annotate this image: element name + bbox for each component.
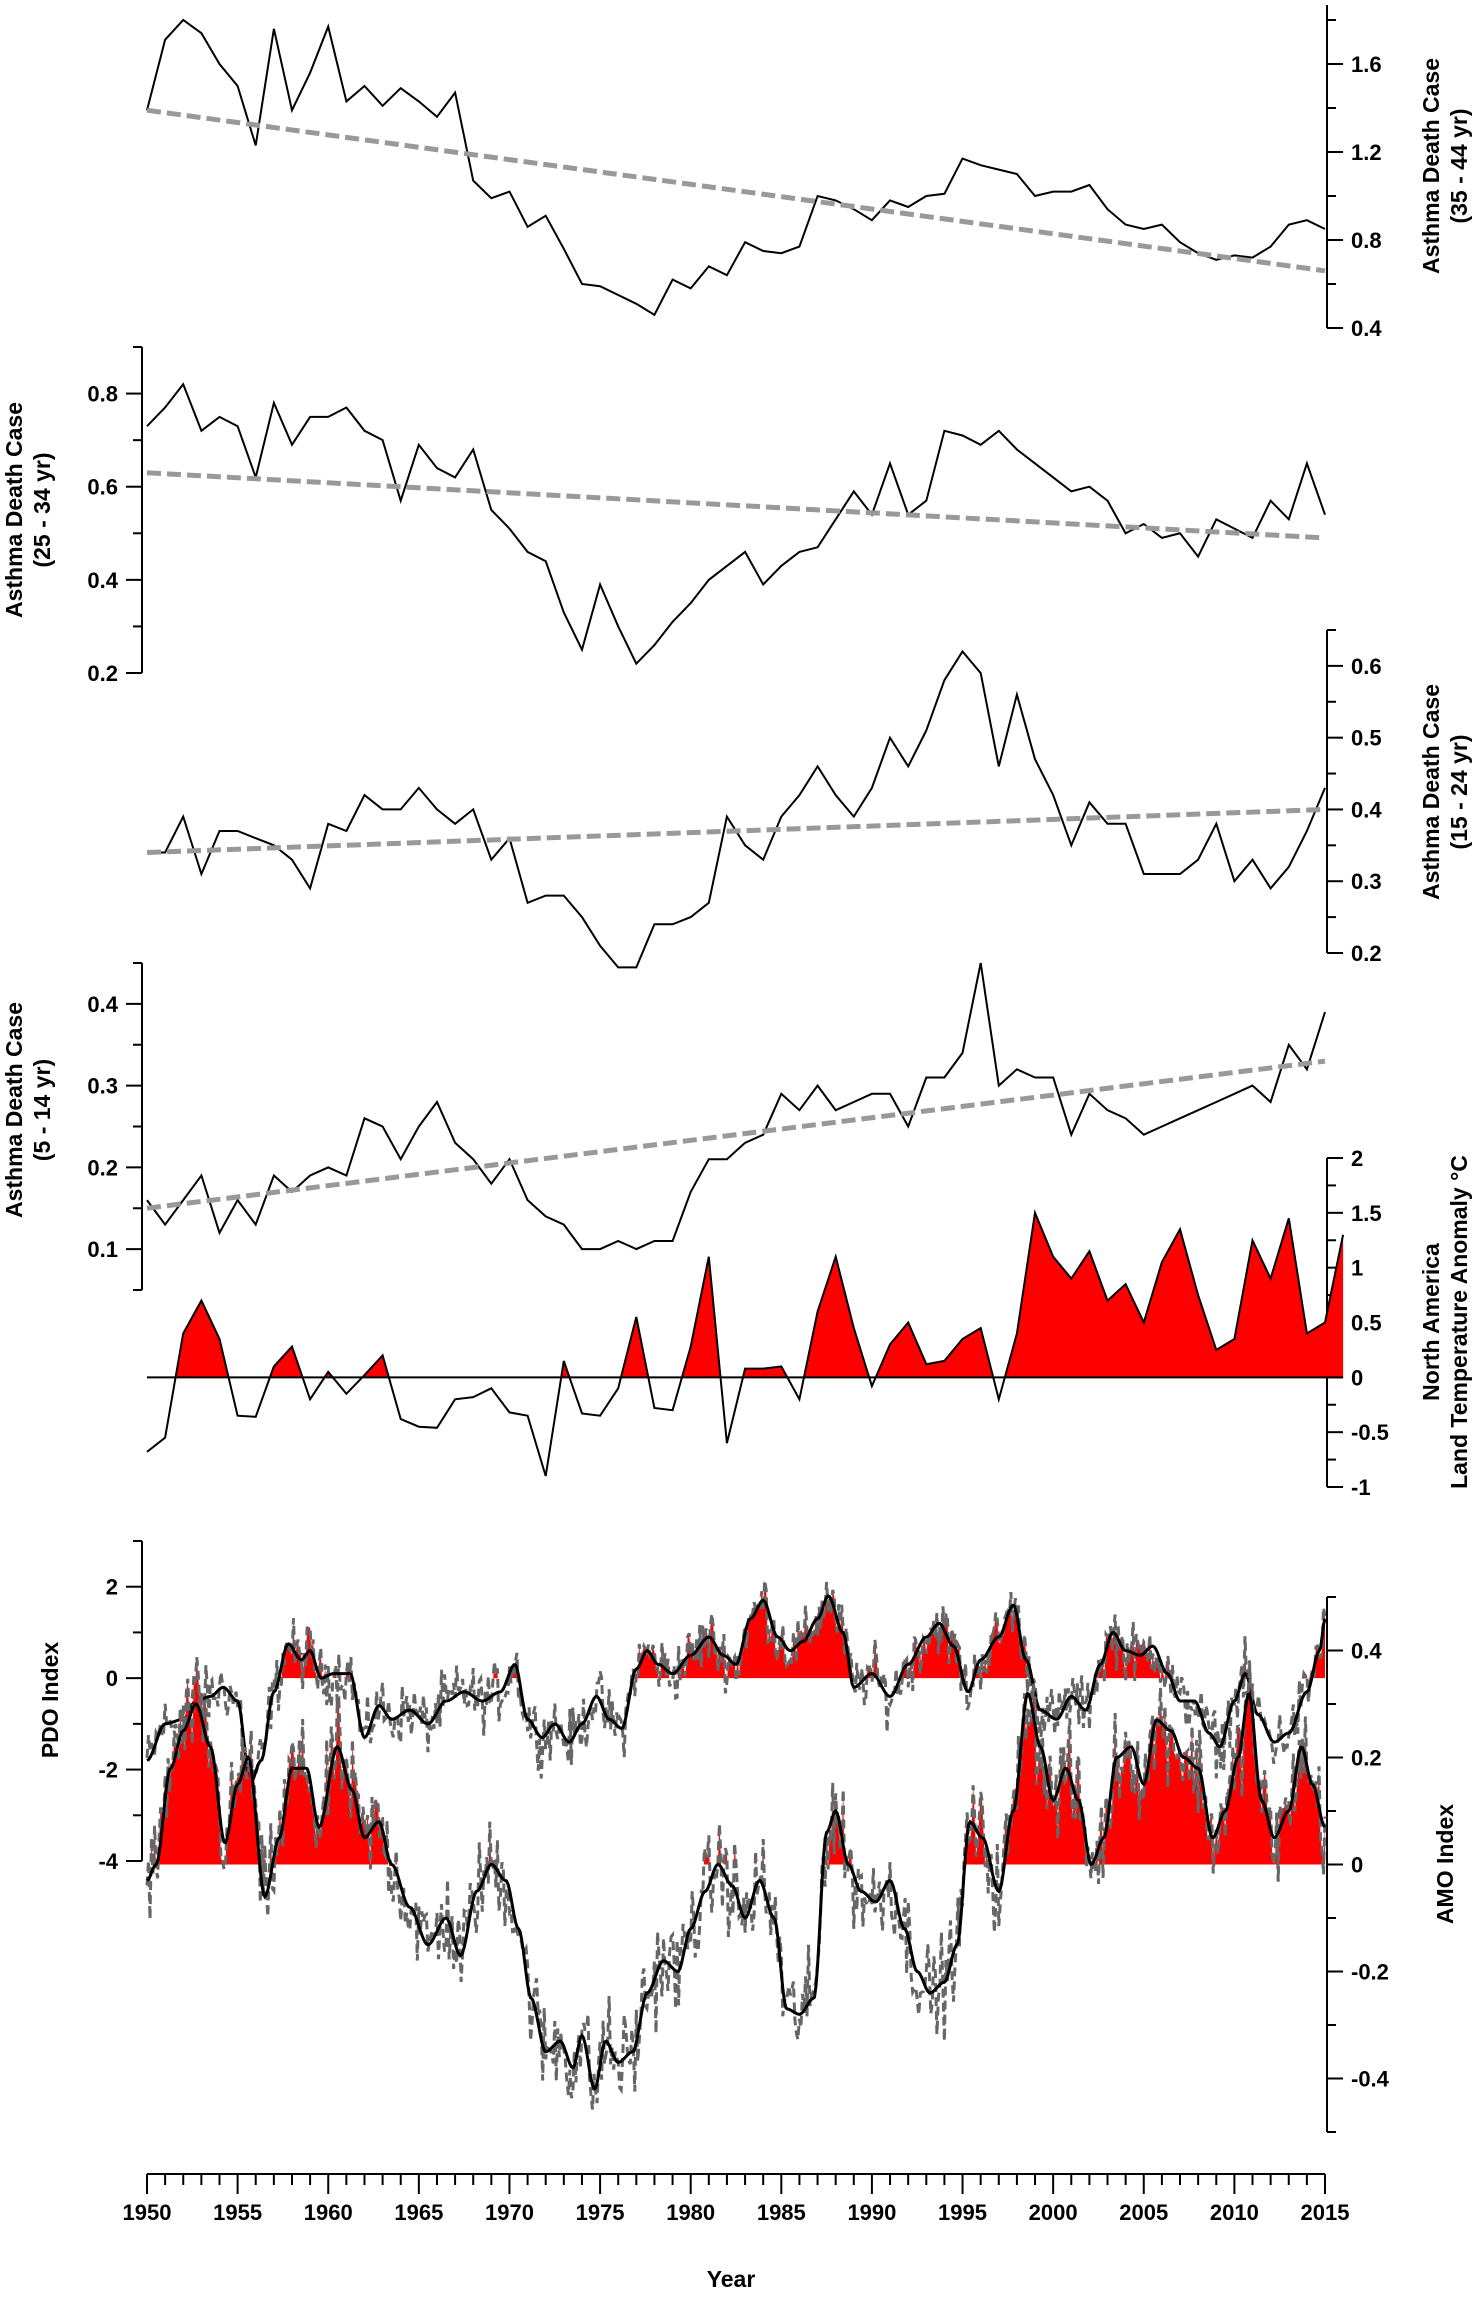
asthma-5-14-y-title-line: (5 - 14 yr)	[29, 1059, 55, 1161]
pdo-index-y-title-line: PDO Index	[37, 1642, 63, 1759]
amo-index-y-tick-label: 0	[1351, 1853, 1363, 1878]
north-america-temperature-y-title: North America Land Temperature Anomaly °C	[1418, 1155, 1472, 1489]
amo-index-y-tick-label: 0.2	[1351, 1746, 1382, 1771]
north-america-temperature-y-tick-label: -0.5	[1351, 1420, 1389, 1445]
amo-index-y-tick-label: -0.2	[1351, 1960, 1389, 1985]
asthma-5-14-y-title-line: Asthma Death Case	[1, 1002, 27, 1218]
x-tick-label: 2010	[1210, 2200, 1259, 2225]
asthma-15-24-y-tick-label: 0.4	[1351, 797, 1382, 822]
pdo-index-y-tick-label: 2	[106, 1575, 118, 1600]
asthma-15-24-y-tick-label: 0.3	[1351, 869, 1382, 894]
pdo-index-y-tick-label: 0	[106, 1666, 118, 1691]
asthma-35-44-series-line	[146, 18, 1326, 317]
x-tick-label: 1960	[304, 2200, 353, 2225]
north-america-temperature-y-tick-label: -1	[1351, 1475, 1371, 1500]
x-tick-label: 1995	[938, 2200, 987, 2225]
x-tick-label: 1980	[666, 2200, 715, 2225]
north-america-temperature-y-tick-label: 0	[1351, 1365, 1363, 1390]
x-tick-label: 1950	[123, 2200, 172, 2225]
x-tick-label: 2000	[1029, 2200, 1078, 2225]
amo-index-panel: -0.4 -0.2 0 0.2 0.4 AMO Index	[145, 1596, 1458, 2133]
asthma-25-34-panel: 0.2 0.4 0.6 0.8 Asthma Death Case (25 - 34 yr…	[1, 346, 1326, 686]
panels-layer: 0.40.81.21.6 Asthma Death Case (35 - 44 yr…	[1, 5, 1472, 2133]
north-america-temperature-y-tick-label: 0.5	[1351, 1311, 1382, 1336]
amo-index-y-title: AMO Index	[1432, 1804, 1458, 1924]
asthma-35-44-y-tick-label: 1.6	[1351, 52, 1382, 77]
asthma-35-44-trend-line	[146, 107, 1326, 274]
asthma-35-44-y-tick-label: 1.2	[1351, 140, 1382, 165]
north-america-temperature-positive-fill	[147, 1212, 1344, 1378]
asthma-15-24-y-tick-label: 0.2	[1351, 941, 1382, 966]
x-tick-label: 1955	[213, 2200, 262, 2225]
asthma-25-34-y-tick-label: 0.6	[87, 475, 118, 500]
x-tick-label: 1990	[847, 2200, 896, 2225]
asthma-15-24-trend-line	[146, 806, 1326, 856]
north-america-temperature-y-tick-label: 1	[1351, 1256, 1363, 1281]
x-tick-label: 2005	[1119, 2200, 1168, 2225]
x-tick-label: 1975	[576, 2200, 625, 2225]
asthma-5-14-y-tick-label: 0.4	[87, 992, 118, 1017]
asthma-35-44-y-title: Asthma Death Case (35 - 44 yr)	[1418, 58, 1472, 274]
asthma-5-14-y-tick-label: 0.1	[87, 1237, 118, 1262]
pdo-index-smoothed-line	[146, 1594, 1327, 1785]
asthma-5-14-trend-line	[146, 1058, 1326, 1211]
x-tick-label: 1965	[394, 2200, 443, 2225]
asthma-15-24-panel: 0.2 0.3 0.4 0.5 0.6 Asthma Death Case (15 - 24…	[146, 629, 1472, 969]
asthma-25-34-y-title-line: Asthma Death Case	[1, 402, 27, 618]
x-axis-title: Year	[707, 2266, 756, 2292]
amo-index-y-tick-label: -0.4	[1351, 2067, 1390, 2092]
north-america-temperature-y-tick-label: 1.5	[1351, 1201, 1382, 1226]
asthma-25-34-series-line	[146, 382, 1326, 666]
asthma-5-14-y-tick-label: 0.3	[87, 1074, 118, 1099]
asthma-35-44-y-title-line: (35 - 44 yr)	[1446, 108, 1472, 223]
x-axis: 1950 1955 1960 1965 1970 1975 1980 1985 1990 1995…	[123, 2173, 1350, 2225]
asthma-5-14-y-title: Asthma Death Case (5 - 14 yr)	[1, 1002, 55, 1218]
asthma-25-34-y-tick-label: 0.8	[87, 382, 118, 407]
north-america-temperature-y-tick-label: 2	[1351, 1146, 1363, 1171]
north-america-temperature-panel: -1 -0.5 0 0.5 1 1.5 2 North America Land Tempera…	[146, 1146, 1472, 1500]
asthma-25-34-y-title-line: (25 - 34 yr)	[29, 452, 55, 567]
amo-index-positive-fill	[147, 1657, 1325, 1865]
asthma-35-44-y-tick-label: 0.8	[1351, 228, 1382, 253]
pdo-index-y-tick-label: -4	[98, 1849, 118, 1874]
pdo-index-y-title: PDO Index	[37, 1642, 63, 1759]
asthma-35-44-y-tick-label: 0.4	[1351, 316, 1382, 341]
asthma-15-24-y-title-line: (15 - 24 yr)	[1446, 734, 1472, 849]
north-america-temperature-series-line	[146, 1209, 1345, 1477]
x-tick-label: 2015	[1301, 2200, 1350, 2225]
asthma-15-24-y-title-line: Asthma Death Case	[1418, 684, 1444, 900]
asthma-5-14-series-line	[146, 962, 1326, 1251]
asthma-35-44-y-title-line: Asthma Death Case	[1418, 58, 1444, 274]
amo-index-monthly-line	[145, 1657, 1327, 2110]
x-tick-label: 1985	[757, 2200, 806, 2225]
asthma-5-14-y-tick-label: 0.2	[87, 1155, 118, 1180]
asthma-15-24-y-tick-label: 0.5	[1351, 726, 1382, 751]
pdo-index-panel: -4 -2 0 2 PDO Index	[37, 1540, 1327, 1874]
asthma-5-14-panel: 0.1 0.2 0.3 0.4 Asthma Death Case (5 - 14 yr)	[1, 962, 1326, 1291]
asthma-15-24-series-line	[147, 649, 1326, 969]
amo-index-y-tick-label: 0.4	[1351, 1639, 1382, 1664]
pdo-index-monthly-line	[145, 1580, 1327, 1790]
asthma-15-24-y-title: Asthma Death Case (15 - 24 yr)	[1418, 684, 1472, 900]
amo-index-smoothed-line	[146, 1690, 1327, 2091]
north-america-temperature-y-title-line: North America	[1418, 1243, 1444, 1401]
asthma-25-34-y-tick-label: 0.2	[87, 661, 118, 686]
asthma-25-34-y-tick-label: 0.4	[87, 568, 118, 593]
x-tick-label: 1970	[485, 2200, 534, 2225]
asthma-15-24-y-tick-label: 0.6	[1351, 654, 1382, 679]
amo-index-y-title-line: AMO Index	[1432, 1804, 1458, 1924]
pdo-index-y-tick-label: -2	[98, 1758, 118, 1783]
asthma-25-34-trend-line	[146, 470, 1326, 541]
north-america-temperature-y-title-line: Land Temperature Anomaly °C	[1446, 1155, 1472, 1489]
asthma-25-34-y-title: Asthma Death Case (25 - 34 yr)	[1, 402, 55, 618]
asthma-35-44-panel: 0.4 0.8 1.2 1.6 Asthma Death Case (35 - 44 yr…	[146, 5, 1472, 341]
